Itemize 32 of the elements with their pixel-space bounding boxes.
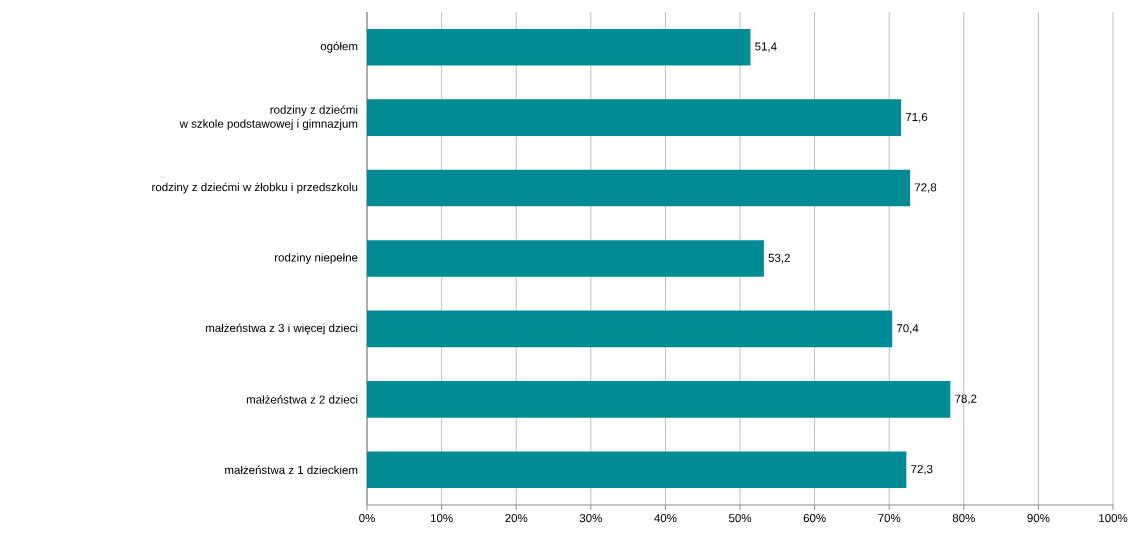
y-tick-label: ogółem [320, 41, 358, 53]
bar [367, 169, 911, 207]
x-tick-label: 90% [1027, 514, 1050, 523]
x-tick-label: 100% [1099, 514, 1128, 523]
x-tick-label: 20% [505, 514, 528, 523]
bar [367, 99, 902, 136]
bar [367, 240, 764, 277]
x-tick-label: 80% [952, 514, 975, 523]
x-tick-label: 40% [654, 514, 677, 523]
data-label: 70,4 [896, 324, 919, 334]
bar [367, 28, 751, 66]
y-tick-label: rodziny niepełne [274, 253, 358, 264]
x-tick-label: 50% [728, 514, 752, 523]
data-label: 72,3 [911, 465, 933, 475]
y-tick-label: rodziny z dziećmi w żłobku i przedszkolu [152, 182, 358, 194]
y-tick-label: małżeństwa z 1 dzieckiem [225, 465, 358, 475]
data-label: 72,8 [914, 183, 937, 193]
bar [367, 451, 907, 489]
y-tick-label: małżeństwa z 3 i więcej dzieci [205, 323, 358, 335]
data-label: 71,6 [905, 112, 928, 123]
bar [367, 381, 951, 418]
x-tick-label: 10% [430, 514, 453, 523]
x-tick-label: 30% [579, 514, 602, 523]
data-label: 78,2 [955, 394, 977, 405]
x-tick-label: 0% [359, 514, 375, 523]
data-label: 53,2 [768, 253, 790, 264]
data-label: 51,4 [755, 42, 777, 52]
y-tick-label: rodziny z dziećmi w szkole podstawowej i gimnazjum [179, 105, 358, 131]
y-tick-label: małżeństwa z 2 dzieci [246, 395, 358, 404]
x-tick-label: 60% [803, 514, 826, 523]
x-tick-label: 70% [878, 514, 901, 523]
bar [367, 310, 893, 348]
